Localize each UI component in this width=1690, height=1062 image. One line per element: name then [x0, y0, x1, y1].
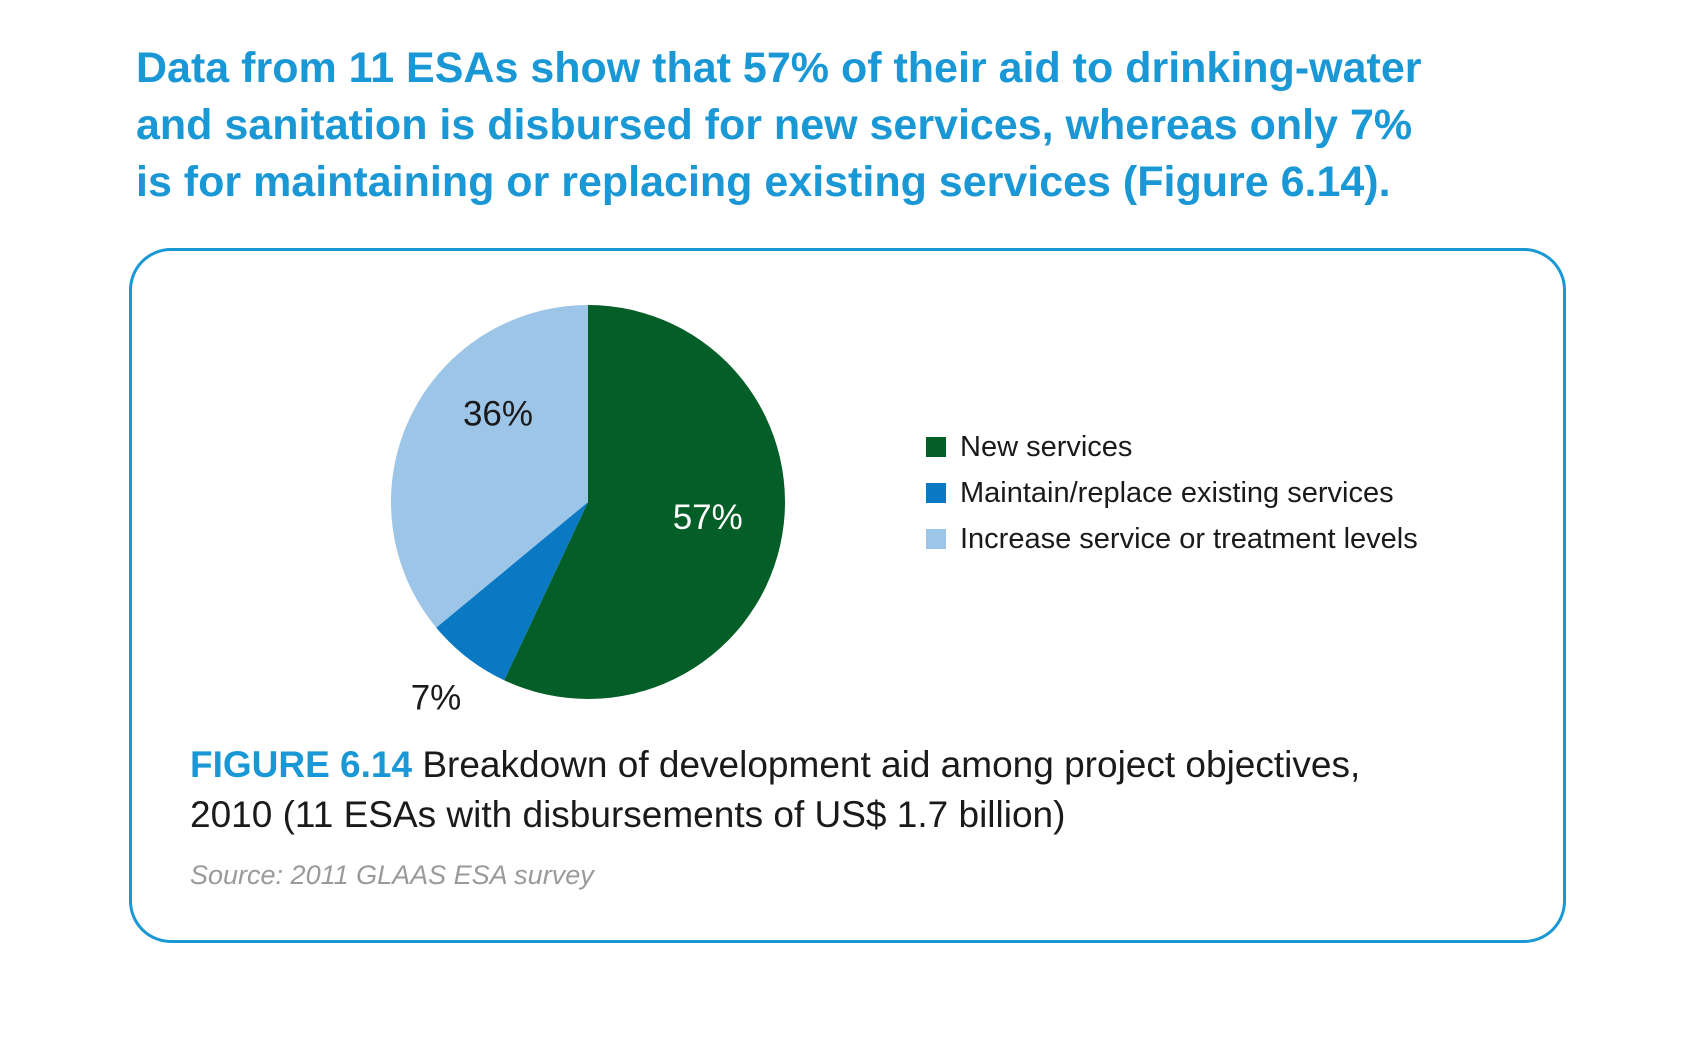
legend-label-new-services: New services [960, 430, 1133, 463]
headline-line-1: Data from 11 ESAs show that 57% of their… [136, 44, 1422, 92]
caption-text-1: Breakdown of development aid among proje… [412, 744, 1361, 785]
pie-slice-1 [504, 305, 786, 699]
pie-label-3: 36% [463, 394, 533, 433]
pie-label-2: 7% [411, 678, 462, 717]
source-note: Source: 2011 GLAAS ESA survey [190, 860, 594, 890]
legend-swatch-increase-levels [926, 529, 946, 549]
caption-line-1: FIGURE 6.14 Breakdown of development aid… [190, 740, 1490, 790]
legend-swatch-new-services [926, 437, 946, 457]
pie-slice-2 [436, 502, 588, 681]
headline-line-3: is for maintaining or replacing existing… [136, 158, 1391, 206]
headline: Data from 11 ESAs show that 57% of their… [136, 40, 1576, 211]
figure-panel [129, 248, 1566, 943]
pie-label-1: 57% [673, 498, 743, 537]
pie-slice-3 [391, 305, 588, 628]
legend-item-increase-levels: Increase service or treatment levels [926, 516, 1418, 562]
legend-label-increase-levels: Increase service or treatment levels [960, 522, 1418, 555]
figure-caption: FIGURE 6.14 Breakdown of development aid… [190, 740, 1490, 840]
figure-label: FIGURE 6.14 [190, 744, 413, 785]
legend-item-maintain-replace: Maintain/replace existing services [926, 470, 1418, 516]
headline-line-2: and sanitation is disbursed for new serv… [136, 101, 1413, 149]
caption-line-2: 2010 (11 ESAs with disbursements of US$ … [190, 794, 1066, 835]
legend-label-maintain-replace: Maintain/replace existing services [960, 476, 1394, 509]
legend-item-new-services: New services [926, 424, 1418, 470]
chart-legend: New services Maintain/replace existing s… [926, 424, 1418, 562]
legend-swatch-maintain-replace [926, 483, 946, 503]
